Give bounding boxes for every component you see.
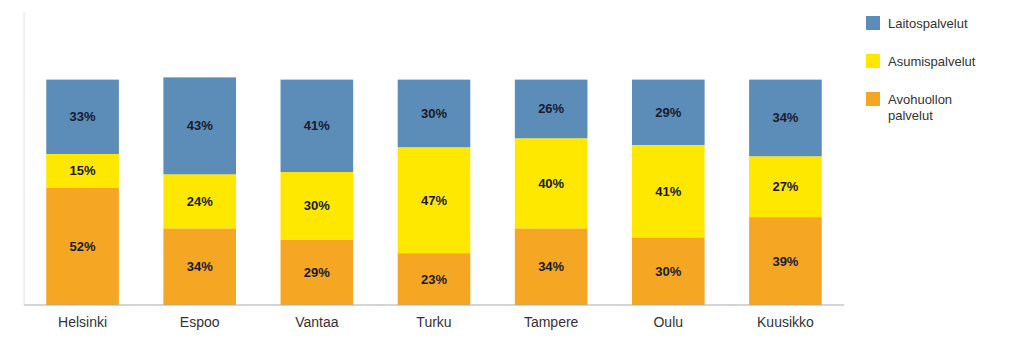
x-tick-labels: Helsinki Espoo Vantaa Turku Tampere Oulu Kuusi…: [58, 314, 814, 330]
data-label: 34%: [187, 259, 213, 274]
bar-segment: [515, 228, 588, 305]
data-label: 52%: [70, 239, 96, 254]
data-label: 41%: [655, 184, 681, 199]
legend-label-line: palvelut: [888, 108, 933, 123]
legend-label: Avohuollonpalvelut: [888, 92, 952, 123]
legend-swatch: [866, 16, 880, 30]
legend-label-line: Asumispalvelut: [888, 54, 976, 69]
data-label: 30%: [655, 264, 681, 279]
legend-label: Laitospalvelut: [888, 16, 968, 31]
x-tick-label: Kuusikko: [757, 314, 814, 330]
chart: 52% 34% 29% 23% 34% 30% 39% 15% 24% 30% 47% 40% 41% 2…: [0, 0, 1024, 349]
data-label: 34%: [538, 259, 564, 274]
data-label: 39%: [772, 254, 798, 269]
bar-segment: [398, 80, 471, 148]
data-label: 29%: [655, 105, 681, 120]
x-tick-label: Helsinki: [58, 314, 107, 330]
x-tick-label: Tampere: [524, 314, 579, 330]
bar-segment: [163, 77, 236, 174]
x-tick-label: Oulu: [653, 314, 683, 330]
legend-swatch: [866, 54, 880, 68]
legend-label-line: Laitospalvelut: [888, 16, 968, 31]
bar-segment: [46, 188, 119, 305]
data-label: 33%: [70, 109, 96, 124]
bar-segment: [632, 145, 705, 237]
data-label: 15%: [70, 163, 96, 178]
data-label: 30%: [421, 106, 447, 121]
bar-segment: [163, 174, 236, 228]
bar-segment: [749, 80, 822, 157]
y-axis-line: [24, 12, 25, 305]
bar-segment: [46, 154, 119, 188]
data-label: 47%: [421, 193, 447, 208]
bar-segment: [46, 80, 119, 154]
bar-segment: [515, 80, 588, 139]
bar-segment: [749, 156, 822, 217]
data-label: 43%: [187, 118, 213, 133]
data-label: 27%: [772, 179, 798, 194]
x-tick-label: Espoo: [180, 314, 220, 330]
x-tick-label: Turku: [416, 314, 451, 330]
bar-segment: [398, 147, 471, 253]
x-tick-label: Vantaa: [295, 314, 339, 330]
data-label: 26%: [538, 101, 564, 116]
data-labels: 52% 34% 29% 23% 34% 30% 39% 15% 24% 30% 47% 40% 41% 2…: [70, 101, 799, 286]
data-label: 41%: [304, 118, 330, 133]
bar-segment: [163, 228, 236, 305]
bar-segment: [515, 138, 588, 228]
data-label: 30%: [304, 198, 330, 213]
data-label: 23%: [421, 272, 447, 287]
legend-label: Asumispalvelut: [888, 54, 976, 69]
data-label: 24%: [187, 194, 213, 209]
data-label: 29%: [304, 265, 330, 280]
bar-segment: [749, 217, 822, 305]
bar-segment: [281, 80, 354, 172]
legend-label-line: Avohuollon: [888, 92, 952, 107]
bar-segment: [398, 253, 471, 305]
bars: [46, 77, 821, 305]
legend-swatch: [866, 92, 880, 106]
data-label: 34%: [772, 110, 798, 125]
legend: Laitospalvelut Asumispalvelut Avohuollonpa…: [866, 16, 976, 123]
bar-segment: [632, 80, 705, 145]
bar-segment: [632, 237, 705, 305]
bar-segment: [281, 240, 354, 305]
data-label: 40%: [538, 176, 564, 191]
bar-segment: [281, 172, 354, 240]
x-axis-line: [24, 305, 844, 306]
